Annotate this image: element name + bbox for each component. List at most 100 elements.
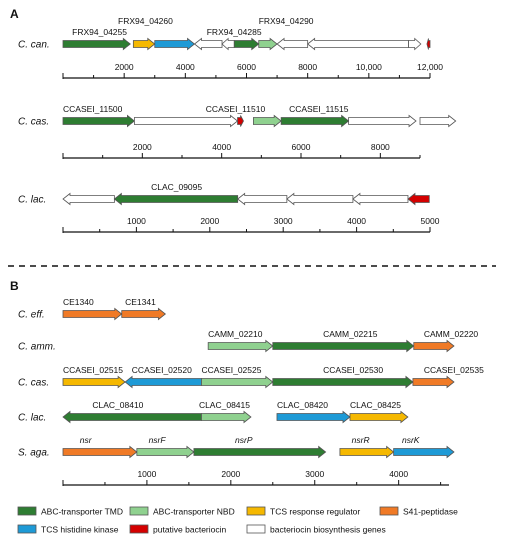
gene-arrow-a2-5 bbox=[407, 192, 430, 206]
organism-label-b4: S. aga. bbox=[18, 448, 50, 459]
organism-label-a0: C. can. bbox=[18, 40, 50, 51]
organism-label-a1: C. cas. bbox=[18, 117, 49, 128]
panel-a-track0-tick-label: 6000 bbox=[237, 62, 256, 72]
gene-arrow-b4-2 bbox=[193, 445, 327, 459]
gene-label-b0-0: CE1340 bbox=[63, 297, 94, 307]
gene-label-a1-0: CCASEI_11500 bbox=[63, 104, 123, 114]
panel-b-tick-label: 2000 bbox=[221, 469, 240, 479]
gene-arrow-b3-0 bbox=[62, 410, 202, 424]
panel-a-track1-tick-label: 8000 bbox=[371, 142, 390, 152]
gene-arrow-a0-7 bbox=[276, 37, 309, 51]
legend-label-nbd: ABC-transporter NBD bbox=[153, 507, 235, 517]
gene-label-b2-1: CCASEI_02520 bbox=[132, 365, 192, 375]
panel-a-track2-tick-label: 5000 bbox=[421, 216, 440, 226]
gene-arrow-b2-0 bbox=[62, 375, 126, 389]
gene-label-b2-0: CCASEI_02515 bbox=[63, 365, 123, 375]
panel-a-track2-tick-label: 1000 bbox=[127, 216, 146, 226]
panel-b-label: B bbox=[10, 279, 19, 293]
gene-label-b4-3: nsrR bbox=[352, 435, 370, 445]
gene-arrow-b1-0 bbox=[207, 339, 274, 353]
organism-label-b2: C. cas. bbox=[18, 378, 49, 389]
gene-label-b0-1: CE1341 bbox=[125, 297, 156, 307]
gene-arrow-a1-3 bbox=[252, 114, 282, 128]
legend-swatch-s41 bbox=[379, 506, 399, 516]
gene-arrow-b4-3 bbox=[339, 445, 395, 459]
panel-b-tick-label: 1000 bbox=[137, 469, 156, 479]
gene-arrow-a2-4 bbox=[352, 192, 409, 206]
legend-label-s41: S41-peptidase bbox=[403, 507, 458, 517]
gene-arrow-b2-1 bbox=[124, 375, 202, 389]
panel-a-track2-tick-label: 4000 bbox=[347, 216, 366, 226]
legend-label-bio: bacteriocin biosynthesis genes bbox=[270, 525, 386, 535]
gene-arrow-a0-3 bbox=[193, 37, 223, 51]
gene-arrow-a0-0 bbox=[62, 37, 131, 51]
panel-a-track0-tick-label: 2000 bbox=[115, 62, 134, 72]
panel-a-track1-tick-label: 4000 bbox=[212, 142, 231, 152]
organism-label-b0: C. eff. bbox=[18, 310, 45, 321]
gene-label-a0-2: FRX94_04290 bbox=[259, 16, 314, 26]
panel-b-tick-label: 4000 bbox=[389, 469, 408, 479]
legend-label-bac: putative bacteriocin bbox=[153, 525, 227, 535]
panel-a-track0-tick-label: 8000 bbox=[298, 62, 317, 72]
panel-b-tick-label: 3000 bbox=[305, 469, 324, 479]
gene-arrow-a0-5 bbox=[233, 37, 260, 51]
gene-label-b3-2: CLAC_08420 bbox=[277, 400, 328, 410]
gene-arrow-b2-3 bbox=[272, 375, 414, 389]
organism-label-a2: C. lac. bbox=[18, 195, 46, 206]
gene-arrow-b3-1 bbox=[201, 410, 252, 424]
gene-arrow-a0-8 bbox=[307, 37, 409, 51]
legend-swatch-rr bbox=[246, 506, 266, 516]
gene-label-b2-3: CCASEI_02530 bbox=[323, 365, 383, 375]
legend-swatch-hk bbox=[17, 524, 37, 534]
legend-swatch-bac bbox=[129, 524, 149, 534]
gene-arrow-b3-2 bbox=[276, 410, 351, 424]
gene-label-b3-1: CLAC_08415 bbox=[199, 400, 250, 410]
gene-arrow-a0-6 bbox=[258, 37, 278, 51]
gene-arrow-b2-2 bbox=[201, 375, 274, 389]
legend-label-tmd: ABC-transporter TMD bbox=[41, 507, 123, 517]
gene-label-a0-0: FRX94_04260 bbox=[118, 16, 173, 26]
organism-label-b3: C. lac. bbox=[18, 413, 46, 424]
gene-arrow-b4-4 bbox=[393, 445, 455, 459]
gene-arrow-a0-2 bbox=[154, 37, 196, 51]
panel-a-track2-tick-label: 2000 bbox=[200, 216, 219, 226]
gene-arrow-a2-0 bbox=[62, 192, 115, 206]
gene-arrow-a2-3 bbox=[286, 192, 354, 206]
gene-label-b1-2: CAMM_02220 bbox=[424, 329, 479, 339]
panel-a-track1-tick-label: 6000 bbox=[292, 142, 311, 152]
panel-a-track0-tick-label: 10,000 bbox=[356, 62, 382, 72]
gene-arrow-b0-1 bbox=[121, 307, 167, 321]
gene-arrow-a0-10 bbox=[426, 38, 431, 50]
gene-arrow-a0-1 bbox=[132, 37, 156, 51]
gene-arrow-a1-0 bbox=[62, 114, 136, 128]
legend-swatch-tmd bbox=[17, 506, 37, 516]
legend-swatch-bio bbox=[246, 524, 266, 534]
gene-arrow-a1-6 bbox=[419, 114, 457, 128]
legend-label-hk: TCS histidine kinase bbox=[41, 525, 119, 535]
gene-arrow-a1-1 bbox=[133, 114, 239, 128]
gene-label-b4-0: nsr bbox=[80, 435, 93, 445]
gene-label-b3-0: CLAC_08410 bbox=[92, 400, 143, 410]
gene-arrow-a1-5 bbox=[348, 114, 417, 128]
gene-label-b4-1: nsrF bbox=[149, 435, 167, 445]
gene-label-a0-3: FRX94_04285 bbox=[207, 27, 262, 37]
gene-arrow-a2-2 bbox=[237, 192, 288, 206]
panel-a-track1-tick-label: 2000 bbox=[133, 142, 152, 152]
gene-label-b3-3: CLAC_08425 bbox=[350, 400, 401, 410]
gene-arrow-a1-4 bbox=[280, 114, 350, 128]
gene-label-b1-0: CAMM_02210 bbox=[208, 329, 263, 339]
gene-arrow-b2-4 bbox=[412, 375, 455, 389]
gene-label-b2-2: CCASEI_02525 bbox=[201, 365, 261, 375]
panel-a-label: A bbox=[10, 7, 19, 21]
organism-label-b1: C. amm. bbox=[18, 342, 56, 353]
gene-label-b4-4: nsrK bbox=[402, 435, 420, 445]
gene-label-a1-1: CCASEI_11510 bbox=[206, 104, 266, 114]
gene-label-b1-1: CAMM_02215 bbox=[323, 329, 378, 339]
gene-label-b4-2: nsrP bbox=[235, 435, 253, 445]
gene-label-b2-4: CCASEI_02535 bbox=[424, 365, 484, 375]
gene-label-a0-1: FRX94_04255 bbox=[72, 27, 127, 37]
gene-label-a2-0: CLAC_09095 bbox=[151, 182, 202, 192]
panel-a-track2-tick-label: 3000 bbox=[274, 216, 293, 226]
gene-arrow-a0-4 bbox=[221, 37, 235, 51]
